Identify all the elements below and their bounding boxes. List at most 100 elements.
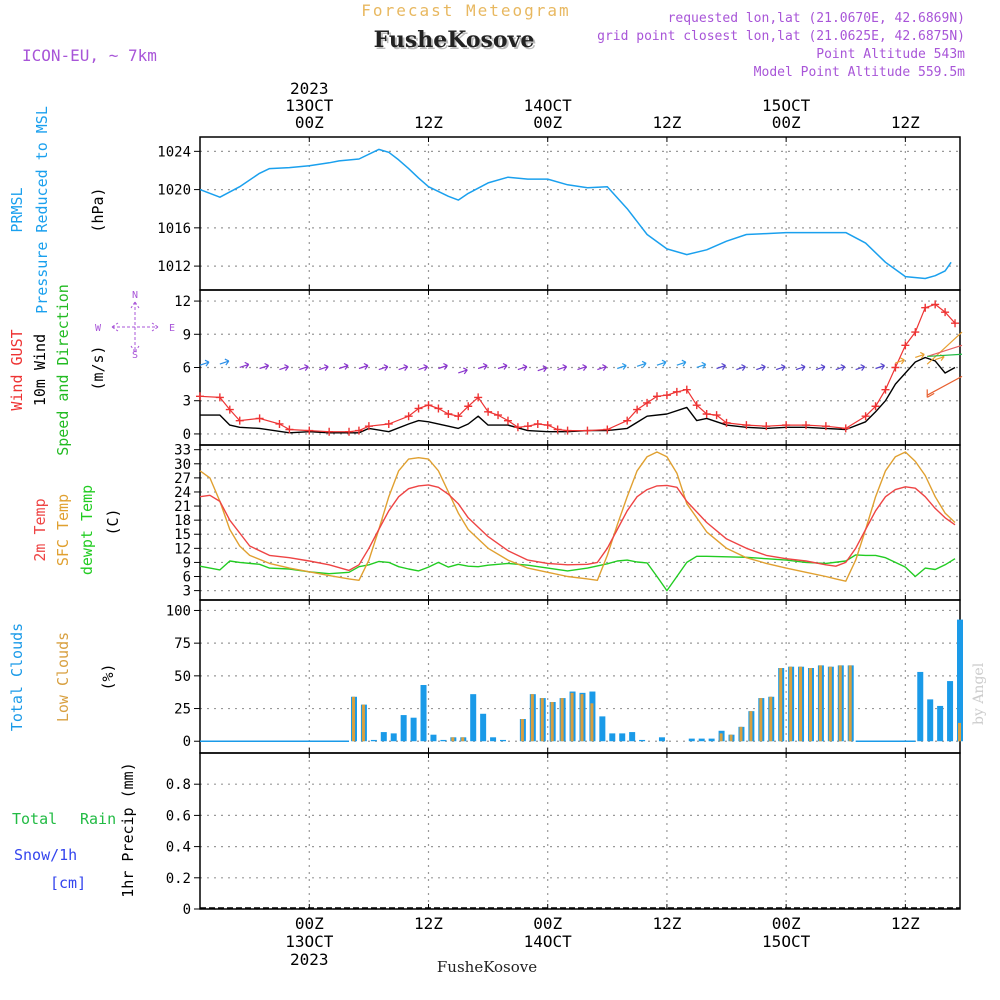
- wind-direction-arrow: [696, 361, 707, 369]
- wind-gust-marker: [305, 426, 314, 435]
- top-time-label: 14OCT: [524, 96, 573, 115]
- wind-direction-arrow: [458, 367, 468, 375]
- pressure-label-prmsl: PRMSL: [8, 187, 26, 232]
- model-altitude: Model Point Altitude 559.5m: [754, 65, 965, 80]
- wind-gust-marker: [742, 421, 751, 430]
- low-cloud-bar: [769, 696, 773, 742]
- y-tick-label: 0.6: [166, 808, 191, 824]
- precip-rain-label: Rain: [80, 810, 116, 828]
- wind-direction-arrow: [775, 364, 786, 371]
- wind-direction-arrow: [557, 364, 568, 371]
- low-cloud-bar: [520, 719, 524, 742]
- total-cloud-bar: [639, 739, 646, 742]
- total-cloud-bar: [440, 739, 447, 742]
- panel-frame-precip: [199, 752, 961, 910]
- total-cloud-bar: [599, 716, 606, 742]
- y-tick-label: 1012: [157, 259, 191, 275]
- wind-gust-marker: [583, 426, 592, 435]
- total-cloud-bar: [500, 739, 507, 742]
- top-time-label: 00Z: [295, 113, 324, 132]
- wind-gust-marker: [384, 419, 393, 428]
- wind-gust-marker: [513, 423, 522, 432]
- y-tick-label: 1020: [157, 183, 191, 199]
- top-time-label: 00Z: [772, 113, 801, 132]
- total-cloud-bar: [917, 671, 924, 742]
- temp-2m-label: 2m Temp: [31, 498, 49, 561]
- total-cloud-bar: [490, 737, 497, 742]
- compass-east-label: E: [169, 323, 175, 334]
- bottom-time-label: 00Z: [295, 914, 324, 933]
- wind-direction-arrow: [835, 364, 846, 371]
- wind-gust-marker: [523, 422, 532, 431]
- wind-gust-marker: [285, 425, 294, 434]
- total-cloud-bar: [937, 705, 944, 742]
- wind-speed-dir-label: Speed and Direction: [54, 284, 72, 456]
- top-time-label: 12Z: [652, 113, 681, 132]
- y-tick-label: 0: [183, 902, 191, 918]
- wind-direction-arrow: [537, 365, 548, 373]
- wind-gust-marker: [633, 405, 642, 414]
- wind-compass: N S W E: [95, 290, 175, 361]
- low-cloud-bar: [361, 704, 365, 742]
- low-cloud-bar: [560, 698, 564, 742]
- y-tick-label: 12: [174, 294, 191, 310]
- wind-gust-marker: [454, 412, 463, 421]
- wind-gust-marker: [364, 422, 373, 431]
- wind-gust-marker: [802, 421, 811, 430]
- low-cloud-bar: [779, 668, 783, 742]
- requested-coords: requested lon,lat (21.0670E, 42.6869N): [668, 11, 965, 26]
- low-cloud-bar: [749, 711, 753, 742]
- wind-gust-marker: [196, 392, 204, 401]
- total-cloud-bar: [410, 717, 417, 742]
- wind-direction-arrow: [676, 359, 687, 367]
- y-tick-label: 1016: [157, 221, 191, 237]
- wind-direction-arrow: [716, 362, 727, 370]
- low-cloud-bar: [729, 734, 733, 742]
- low-cloud-bar: [808, 668, 812, 742]
- wind-unit: (m/s): [89, 345, 107, 390]
- wind-gust-marker: [891, 363, 900, 372]
- wind-direction-arrow: [398, 364, 409, 371]
- wind-10m-label: 10m Wind: [31, 334, 49, 406]
- wind-gust-marker: [951, 319, 960, 328]
- y-tick-label: 24: [174, 485, 191, 501]
- wind-direction-arrow: [299, 364, 309, 371]
- wind-gust-marker: [762, 422, 771, 431]
- temp-sfc-label: SFC Temp: [54, 494, 72, 566]
- total-cloud-bar: [400, 715, 407, 742]
- wind-direction-arrow: [927, 344, 963, 358]
- wind-speed-line: [200, 356, 956, 434]
- wind-gust-marker: [861, 412, 870, 421]
- low-cloud-bar: [848, 665, 852, 742]
- total-cloud-bar: [629, 732, 636, 742]
- low-cloud-bar: [550, 702, 554, 742]
- low-cloud-bar: [351, 696, 355, 742]
- bottom-time-label: 13OCT: [285, 932, 334, 951]
- pressure-label-msl: Pressure Reduced to MSL: [33, 106, 51, 314]
- wind-gust-marker: [494, 411, 503, 420]
- wind-gust-marker: [503, 416, 512, 425]
- point-altitude: Point Altitude 543m: [816, 47, 965, 62]
- y-tick-label: 21: [174, 499, 191, 515]
- wind-gust-marker: [533, 419, 542, 428]
- wind-gust-marker: [941, 308, 950, 317]
- wind-gust-marker: [672, 387, 681, 396]
- y-tick-label: 18: [174, 513, 191, 529]
- total-cloud-bar: [957, 619, 963, 742]
- bottom-time-label: 12Z: [891, 914, 920, 933]
- wind-gust-marker: [881, 385, 890, 394]
- compass-south-label: S: [132, 350, 138, 361]
- model-name: ICON-EU, ~ 7km: [22, 46, 157, 65]
- wind-gust-marker: [682, 385, 691, 394]
- top-time-label: 12Z: [414, 113, 443, 132]
- total-cloud-bar: [480, 713, 487, 742]
- footer-location: FusheKosove: [437, 958, 537, 976]
- bottom-time-label: 00Z: [772, 914, 801, 933]
- wind-direction-arrow: [378, 364, 389, 371]
- wind-gust-marker: [603, 425, 612, 434]
- wind-direction-arrow: [915, 351, 925, 359]
- bottom-time-label: 15OCT: [762, 932, 811, 951]
- wind-gust-marker: [424, 401, 433, 410]
- y-tick-label: 0.4: [166, 840, 191, 856]
- clouds-unit: (%): [99, 663, 117, 690]
